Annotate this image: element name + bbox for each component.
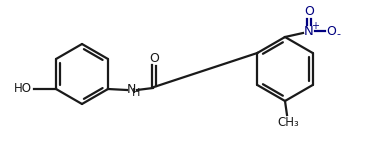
Text: H: H [132,88,140,98]
Text: O: O [326,25,336,37]
Text: HO: HO [14,81,32,95]
Text: -: - [336,29,340,39]
Text: +: + [311,21,319,31]
Text: N: N [126,82,136,96]
Text: O: O [149,51,159,65]
Text: CH₃: CH₃ [277,117,299,130]
Text: O: O [304,5,314,17]
Text: N: N [304,25,314,37]
